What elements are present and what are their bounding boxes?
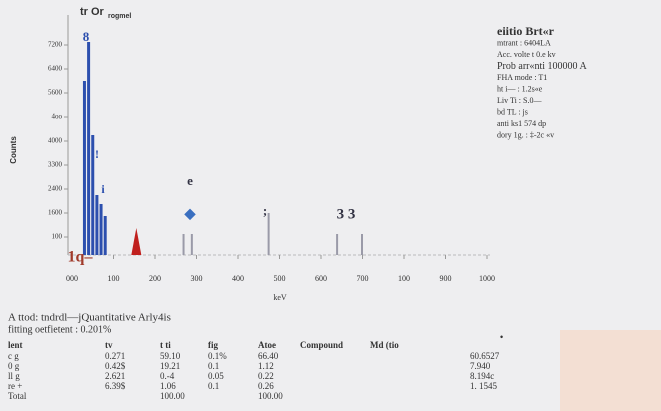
panel-line: dory 1g. : ‡-2c «v: [497, 130, 554, 139]
table-cell: 0.42$: [105, 361, 126, 371]
x-tick-label: 100: [108, 274, 120, 283]
peak: [361, 234, 363, 255]
y-tick-label: 3300: [48, 161, 63, 169]
table-cell: 2.621: [105, 371, 125, 381]
y-tick-label: 6400: [48, 65, 63, 73]
results-title: A ttod: tndrdl—jQuantitative Arly4is: [8, 312, 171, 324]
panel-line: ht i— : 1.2s«e: [497, 84, 543, 93]
y-tick-label: 4oo: [52, 113, 63, 121]
table-cell: 7.940: [470, 361, 491, 371]
table-cell: 0.1%: [208, 351, 227, 361]
y-tick-label: 5600: [48, 89, 63, 97]
table-cell: 19.21: [160, 361, 180, 371]
x-tick-label: 500: [274, 274, 286, 283]
x-tick-label: 700: [357, 274, 369, 283]
panel-line: mtrant : 6404LA: [497, 38, 551, 47]
peak: [131, 228, 141, 255]
panel-line: Liv Ti : S.0—: [497, 96, 542, 105]
chart-title-sub: rogmel: [108, 13, 131, 20]
x-tick-label: 300: [191, 274, 203, 283]
y-axis-label: Counts: [9, 136, 18, 164]
annotation: !: [95, 147, 99, 161]
table-header: Atoe: [258, 340, 276, 350]
table-cell: re +: [8, 381, 22, 391]
x-tick-label: 000: [66, 274, 78, 283]
panel-line: anti ks1 574 dp: [497, 119, 546, 128]
table-cell: 100.00: [258, 391, 283, 401]
y-tick-label: 7200: [48, 41, 63, 49]
annotation: 1q–: [68, 249, 94, 266]
annotation: ;: [263, 203, 267, 218]
table-cell: 1.12: [258, 361, 274, 371]
table-cell: 1. 1545: [470, 381, 498, 391]
table-cell: Total: [8, 391, 27, 401]
peak: [268, 213, 270, 255]
background-blotch: [560, 330, 661, 411]
table-cell: 0.1: [208, 361, 219, 371]
table-cell: 0 g: [8, 361, 20, 371]
table-cell: 6.39$: [105, 381, 126, 391]
peak: [104, 216, 107, 255]
x-tick-label: 600: [315, 274, 327, 283]
table-cell: ll g: [8, 371, 20, 381]
table-cell: 1.06: [160, 381, 176, 391]
panel-line: bd TL : js: [497, 107, 528, 116]
table-header: tv: [105, 340, 113, 350]
table-cell: c g: [8, 351, 19, 361]
peak: [95, 195, 98, 255]
table-header: t ti: [160, 340, 171, 350]
table-cell: 100.00: [160, 391, 185, 401]
x-tick-label: 100: [398, 274, 410, 283]
peak: [83, 81, 86, 255]
table-header: Md (tio: [370, 340, 399, 350]
table-cell: 0.22: [258, 371, 274, 381]
panel-line: Prob arr«nti 100000 A: [497, 61, 587, 72]
peak: [100, 204, 103, 255]
y-tick-label: 4000: [48, 137, 63, 145]
panel-line: FHA mode : T1: [497, 73, 547, 82]
peak: [91, 135, 94, 255]
table-cell: 59.10: [160, 351, 181, 361]
annotation: 8: [83, 29, 90, 44]
table-header: Compound: [300, 340, 343, 350]
annotation: i: [101, 182, 105, 196]
table-cell: 60.6527: [470, 351, 500, 361]
x-tick-label: 200: [149, 274, 161, 283]
table-cell: 8.194c: [470, 371, 494, 381]
table-cell: 0.1: [208, 381, 219, 391]
chart-title: tr Or: [80, 6, 105, 18]
table-cell: 0.-4: [160, 371, 175, 381]
peak: [87, 42, 90, 255]
table-header: •: [500, 332, 503, 342]
results-subtitle: fitting oetfietent : 0.201%: [8, 324, 111, 335]
x-tick-label: 900: [440, 274, 452, 283]
annotation: ◆: [184, 207, 197, 222]
annotation: e: [187, 173, 193, 188]
panel-line: eiitio Brt«r: [497, 24, 555, 38]
y-tick-label: 2400: [48, 185, 63, 193]
x-tick-label: 1000: [479, 274, 495, 283]
table-cell: 0.271: [105, 351, 125, 361]
peak: [336, 234, 338, 255]
table-cell: 0.26: [258, 381, 274, 391]
y-tick-label: 100: [52, 233, 63, 241]
table-header: lent: [8, 340, 23, 350]
y-tick-label: 1600: [48, 209, 63, 217]
peak: [191, 234, 193, 255]
peak: [183, 234, 185, 255]
table-cell: 0.05: [208, 371, 224, 381]
screen: tr Or rogmel keV Counts A ttod: tndrdl—j…: [0, 0, 661, 411]
annotation: 3 3: [337, 206, 356, 222]
table-header: fig: [208, 340, 218, 350]
x-axis-label: keV: [273, 293, 287, 302]
panel-line: Acc. volte t 0.e kv: [497, 50, 556, 59]
table-cell: 66.40: [258, 351, 279, 361]
x-tick-label: 400: [232, 274, 244, 283]
